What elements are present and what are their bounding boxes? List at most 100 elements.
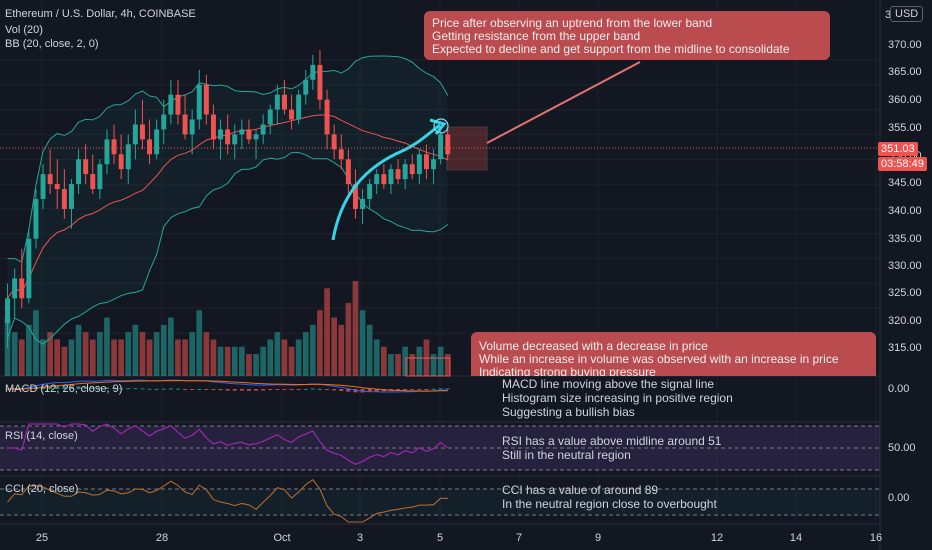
volume-bar (388, 354, 394, 376)
candle-body[interactable] (168, 94, 174, 115)
candle-body[interactable] (161, 114, 167, 130)
candle-body[interactable] (26, 238, 32, 299)
candle-body[interactable] (232, 134, 238, 145)
bb-legend[interactable]: BB (20, close, 2, 0) (5, 38, 99, 50)
candle-body[interactable] (132, 124, 138, 145)
time-axis-label: 5 (436, 532, 444, 544)
candle-body[interactable] (12, 278, 18, 299)
candle-body[interactable] (196, 84, 202, 120)
candle-body[interactable] (239, 129, 245, 135)
macd-hist-bar (133, 388, 138, 390)
candle-body[interactable] (303, 79, 309, 95)
price-note-line: Price after observing an uptrend from th… (432, 16, 713, 30)
volume-legend[interactable]: Vol (20) (5, 24, 43, 36)
candle-body[interactable] (281, 94, 287, 110)
candle-body[interactable] (210, 114, 216, 140)
candle-body[interactable] (374, 174, 380, 185)
candle-body[interactable] (423, 154, 429, 170)
candle-body[interactable] (47, 174, 53, 185)
candle-body[interactable] (68, 184, 74, 209)
candle-body[interactable] (175, 94, 181, 115)
candle-body[interactable] (260, 124, 266, 135)
candle-body[interactable] (118, 154, 124, 170)
volume-bar (274, 332, 281, 376)
macd-hist-bar (126, 388, 131, 390)
candle-body[interactable] (331, 134, 337, 150)
candle-body[interactable] (253, 134, 259, 140)
candle-body[interactable] (381, 174, 387, 185)
callout-connector-line[interactable] (486, 61, 641, 144)
macd-axis-label: 0.00 (888, 383, 910, 395)
candle-body[interactable] (267, 109, 273, 125)
candle-body[interactable] (367, 184, 373, 199)
rsi-legend[interactable]: RSI (14, close) (5, 430, 78, 442)
macd-hist-bar (154, 388, 159, 390)
volume-bar (295, 339, 302, 376)
currency-button[interactable]: USD (890, 6, 924, 22)
candle-body[interactable] (154, 129, 160, 155)
cci-analysis-note[interactable]: CCI has a value of around 89 In the neut… (502, 483, 717, 511)
candle-body[interactable] (104, 139, 110, 165)
candle-body[interactable] (416, 154, 422, 175)
candle-body[interactable] (246, 129, 252, 140)
candle-body[interactable] (90, 174, 96, 190)
candle-body[interactable] (61, 189, 67, 209)
candle-body[interactable] (19, 278, 25, 299)
candle-body[interactable] (388, 169, 394, 185)
macd-hist-bar (197, 388, 202, 390)
volume-analysis-callout[interactable]: Volume decreased with a decrease in pric… (471, 332, 876, 376)
price-candles[interactable] (5, 49, 451, 348)
macd-legend[interactable]: MACD (12, 26, close, 9) (5, 383, 123, 395)
volume-bar (352, 281, 359, 376)
candle-body[interactable] (83, 159, 89, 175)
uptrend-arrowhead[interactable] (429, 118, 447, 135)
candle-body[interactable] (139, 124, 145, 140)
candle-body[interactable] (76, 159, 82, 185)
uptrend-arrow[interactable] (331, 123, 441, 241)
rsi-analysis-note[interactable]: RSI has a value above midline around 51 … (502, 434, 721, 462)
volume-highlight-box[interactable] (405, 357, 451, 377)
price-axis-label: 335.00 (888, 233, 922, 245)
candle-body[interactable] (147, 139, 153, 155)
candle-body[interactable] (125, 144, 131, 170)
cci-line (7, 478, 448, 523)
macd-hist-bar (396, 389, 401, 391)
candle-body[interactable] (97, 164, 103, 190)
candle-body[interactable] (218, 129, 224, 140)
candle-body[interactable] (352, 184, 358, 209)
volume-bar (82, 332, 89, 376)
candle-body[interactable] (203, 84, 209, 115)
candle-body[interactable] (360, 198, 366, 209)
candle-body[interactable] (5, 298, 11, 324)
candle-body[interactable] (289, 109, 295, 120)
macd-hist-bar (83, 386, 88, 389)
candle-body[interactable] (438, 134, 444, 160)
candle-body[interactable] (182, 114, 188, 135)
symbol-title[interactable]: Ethereum / U.S. Dollar, 4h, COINBASE (5, 8, 196, 20)
candle-body[interactable] (40, 174, 46, 199)
candle-body[interactable] (189, 119, 195, 135)
candle-body[interactable] (345, 159, 351, 185)
candle-body[interactable] (317, 64, 323, 100)
macd-hist-bar (410, 389, 415, 390)
macd-analysis-note[interactable]: MACD line moving above the signal line H… (502, 377, 733, 419)
candle-body[interactable] (310, 64, 316, 80)
candle-body[interactable] (338, 149, 344, 160)
resistance-circle[interactable] (433, 118, 449, 134)
macd-hist-bar (232, 389, 237, 391)
candle-body[interactable] (274, 94, 280, 110)
candle-body[interactable] (445, 134, 451, 155)
candle-body[interactable] (395, 169, 401, 180)
candle-body[interactable] (324, 99, 330, 135)
candle-body[interactable] (431, 159, 437, 170)
candle-body[interactable] (54, 184, 60, 190)
candle-body[interactable] (111, 139, 117, 155)
candle-body[interactable] (225, 129, 231, 145)
cci-legend[interactable]: CCI (20, close) (5, 483, 79, 495)
candle-body[interactable] (409, 164, 415, 175)
price-analysis-callout[interactable]: Price after observing an uptrend from th… (424, 11, 830, 60)
candle-body[interactable] (33, 198, 39, 239)
candle-body[interactable] (402, 164, 408, 180)
candle-body[interactable] (296, 94, 302, 120)
